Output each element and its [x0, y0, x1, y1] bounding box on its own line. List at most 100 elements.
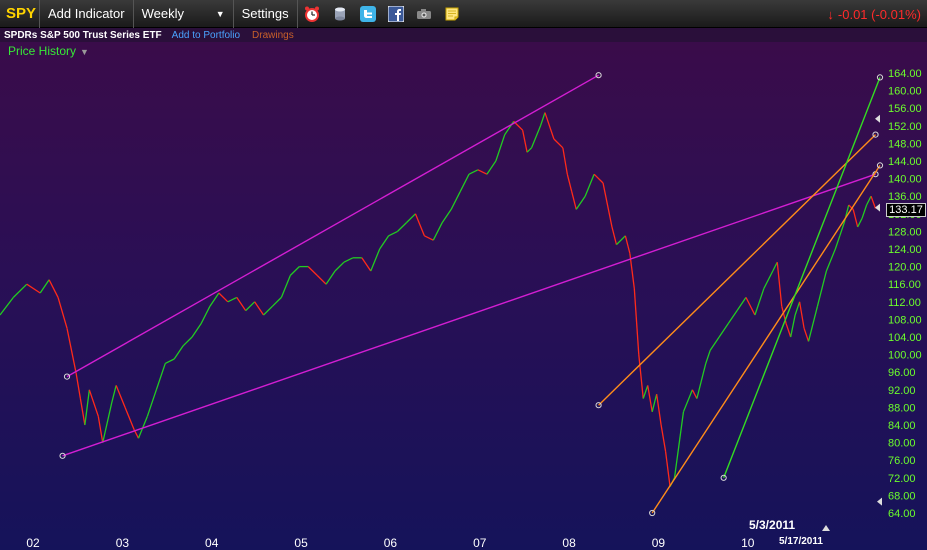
price-segment: [102, 402, 113, 443]
triangle-down-icon: ▼: [80, 47, 89, 57]
add-to-portfolio-link[interactable]: Add to Portfolio: [171, 29, 241, 41]
price-segment: [660, 424, 667, 452]
settings-button[interactable]: Settings: [234, 0, 298, 28]
price-segment: [526, 147, 533, 153]
database-icon[interactable]: [326, 0, 354, 28]
price-segment: [414, 213, 425, 237]
interval-select[interactable]: Weekly ▼: [134, 0, 234, 28]
price-history-menu[interactable]: Price History ▼: [8, 44, 89, 58]
price-segment: [566, 174, 573, 192]
y-tick-label: 108.00: [888, 314, 922, 326]
y-tick-label: 120.00: [888, 262, 922, 274]
y-tick-label: 116.00: [888, 279, 921, 291]
x-tick-label: 02: [26, 536, 40, 550]
price-segment: [272, 296, 282, 307]
y-tick-label: 104.00: [888, 332, 922, 344]
price-segment: [803, 327, 810, 342]
price-segment: [682, 389, 693, 413]
trendline-handle[interactable]: [876, 162, 884, 169]
price-segment: [611, 226, 618, 245]
price-segment: [816, 270, 828, 307]
ticker-symbol[interactable]: SPY: [0, 0, 40, 28]
price-segment: [852, 209, 859, 228]
price-segment: [236, 297, 247, 311]
price-segment: [191, 323, 202, 338]
y-tick-label: 164.00: [888, 68, 922, 80]
price-segment: [111, 385, 117, 404]
facebook-icon[interactable]: [382, 0, 410, 28]
price-segment: [593, 173, 604, 184]
price-segment: [200, 305, 211, 325]
date-marker-triangle: [822, 525, 830, 531]
price-segment: [834, 235, 841, 250]
trendline-handle[interactable]: [63, 373, 71, 380]
price-segment: [798, 301, 805, 329]
price-change-value: -0.01 (-0.01%): [837, 6, 921, 22]
price-segment: [651, 394, 658, 412]
twitter-icon[interactable]: [354, 0, 382, 28]
price-segment: [343, 257, 354, 263]
trendline[interactable]: [723, 77, 881, 479]
trendline-handle[interactable]: [872, 131, 879, 138]
note-icon[interactable]: [438, 0, 466, 28]
price-segment: [615, 235, 626, 246]
price-segment: [334, 261, 345, 272]
camera-icon[interactable]: [410, 0, 438, 28]
price-segment: [227, 296, 238, 303]
price-segment: [825, 248, 836, 272]
x-tick-label: 03: [116, 536, 130, 550]
trendline[interactable]: [62, 173, 876, 457]
trendline[interactable]: [66, 74, 599, 378]
price-segment: [776, 262, 783, 307]
drawings-link[interactable]: Drawings: [252, 29, 294, 41]
price-segment: [441, 209, 452, 223]
y-tick-label: 136.00: [888, 191, 922, 203]
price-segment: [26, 283, 41, 294]
trendline-handle[interactable]: [649, 509, 656, 517]
price-segment: [571, 191, 577, 210]
chart-area[interactable]: [0, 42, 927, 550]
y-tick-label: 100.00: [888, 350, 922, 362]
x-tick-label: 05: [294, 536, 308, 550]
price-segment: [137, 415, 149, 439]
price-segment: [12, 283, 28, 298]
arrow-down-icon: ↓: [827, 6, 834, 22]
price-segment: [0, 297, 14, 316]
trendline-handle[interactable]: [876, 74, 884, 81]
y-tick-label: 88.00: [888, 402, 916, 414]
trendline-handle[interactable]: [595, 402, 602, 409]
price-segment: [79, 398, 86, 426]
price-segment: [115, 385, 126, 408]
price-segment: [88, 389, 99, 417]
trendline-handle[interactable]: [595, 72, 602, 79]
price-segment: [432, 222, 443, 241]
price-segment: [642, 385, 649, 399]
price-segment: [727, 310, 738, 325]
y-tick-label: 84.00: [888, 420, 916, 432]
price-segment: [486, 160, 497, 175]
price-segment: [866, 195, 872, 206]
price-segment: [539, 112, 546, 127]
x-tick-label: 04: [205, 536, 219, 550]
price-change: ↓ -0.01 (-0.01%): [827, 0, 921, 28]
trendline[interactable]: [598, 134, 877, 406]
price-segment: [450, 191, 461, 210]
y-tick-label: 112.00: [888, 297, 921, 309]
price-segment: [459, 173, 470, 193]
price-segment: [325, 270, 336, 285]
price-segment: [146, 389, 157, 417]
trendline-handle[interactable]: [59, 452, 66, 459]
price-segment: [544, 112, 555, 140]
trendline-handle[interactable]: [720, 474, 727, 481]
trendline[interactable]: [651, 165, 881, 514]
price-segment: [57, 297, 68, 329]
y-tick-label: 96.00: [888, 367, 916, 379]
price-segment: [602, 182, 613, 228]
price-segment: [664, 451, 671, 487]
alarm-clock-icon[interactable]: [298, 0, 326, 28]
add-indicator-button[interactable]: Add Indicator: [40, 0, 134, 28]
price-segment: [691, 389, 698, 399]
price-segment: [584, 173, 595, 197]
price-segment: [562, 147, 568, 175]
